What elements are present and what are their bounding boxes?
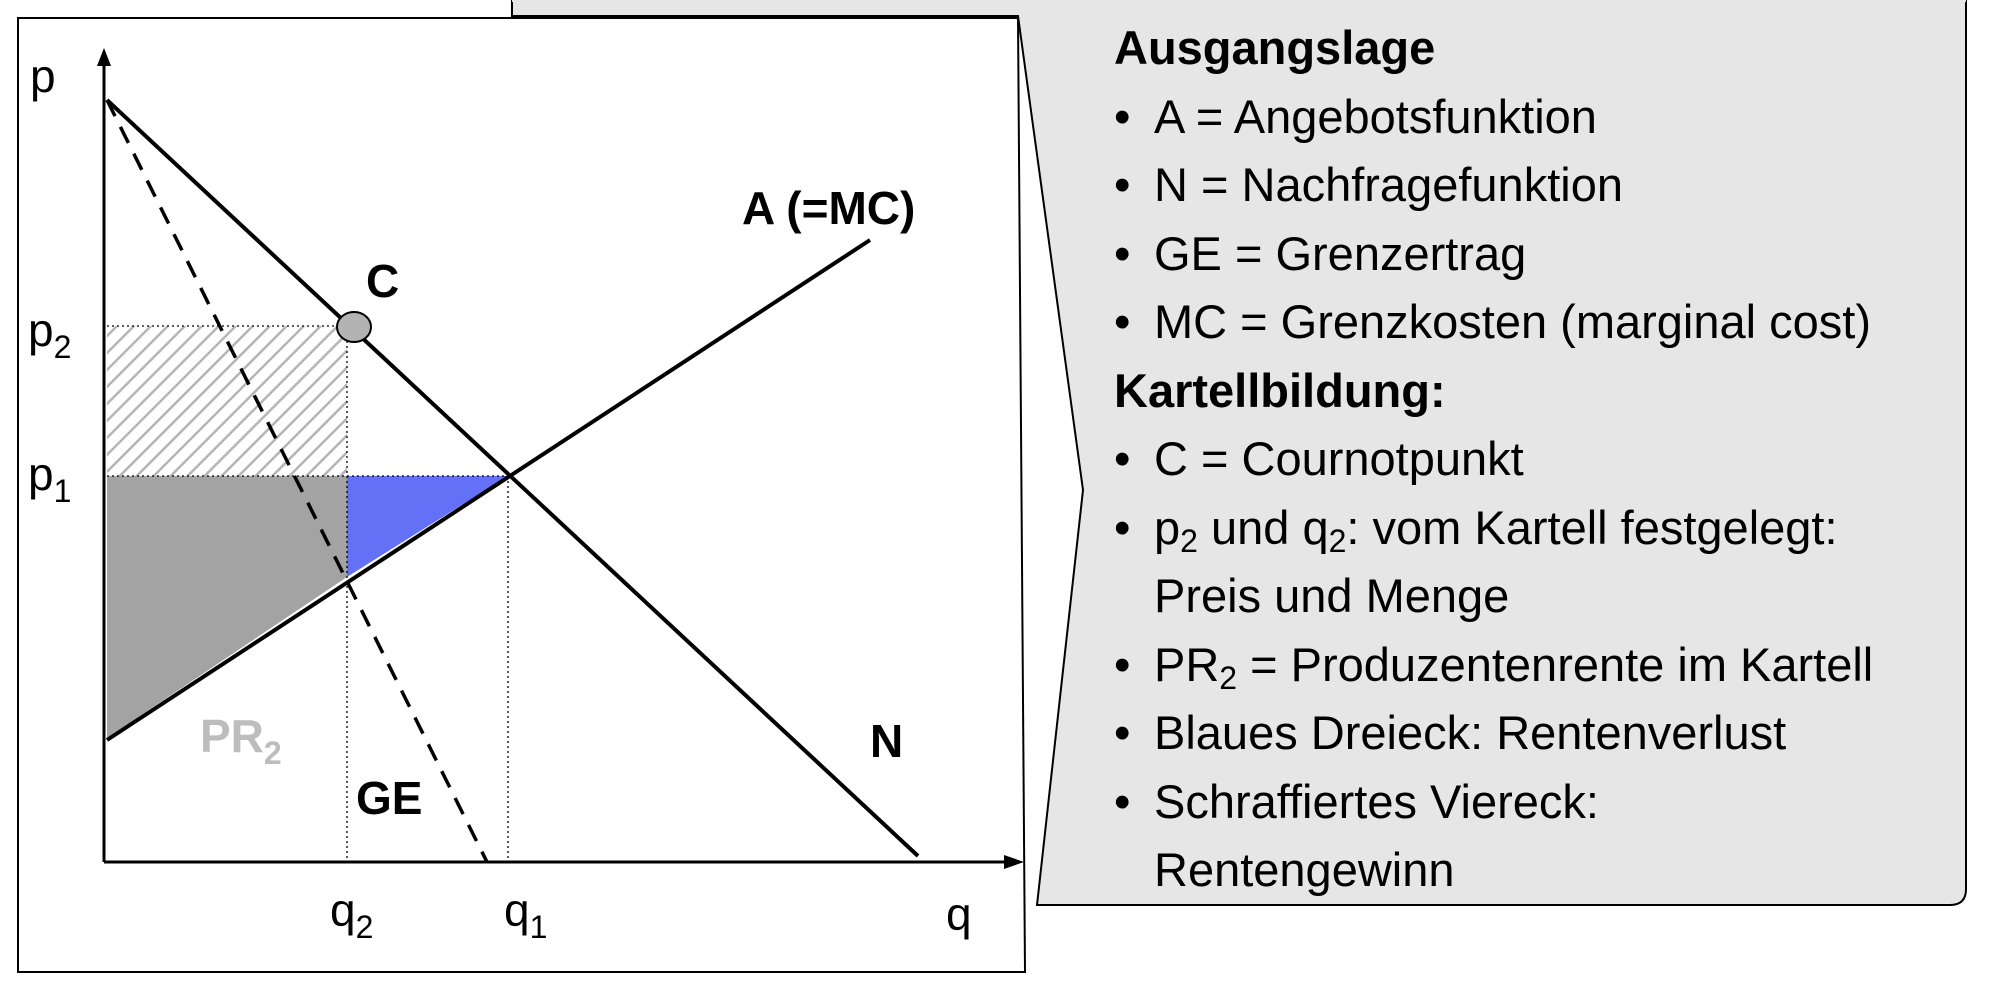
- bullet-icon: •: [1114, 432, 1131, 485]
- price-axis-label: p: [30, 50, 56, 102]
- price-axis-arrow: [97, 48, 111, 66]
- legend-item-a: • A = Angebotsfunktion: [1114, 83, 1974, 152]
- cournot-point-label: C: [366, 255, 399, 307]
- demand-curve-label: N: [870, 715, 903, 767]
- tick-q2: q2: [330, 884, 373, 945]
- marginal-revenue-curve-ge: [105, 99, 489, 863]
- legend-heading-kartellbildung: Kartellbildung:: [1114, 363, 1446, 417]
- callout-shadow-top: [512, 0, 1966, 2]
- producer-rent-label: PR2: [200, 710, 282, 771]
- cournot-point-c: [336, 311, 372, 343]
- marginal-revenue-label: GE: [356, 772, 422, 824]
- tick-p1: p1: [28, 448, 71, 509]
- legend-item-hatched-square-continuation: Rentengewinn: [1154, 843, 1455, 896]
- legend-item-ge: • GE = Grenzertrag: [1114, 220, 1974, 289]
- bullet-icon: •: [1114, 637, 1131, 691]
- bullet-icon: •: [1114, 500, 1131, 554]
- demand-curve-n: [105, 98, 920, 858]
- legend-item-n: • N = Nachfragefunktion: [1114, 151, 1974, 220]
- bullet-icon: •: [1114, 295, 1131, 348]
- producer-rent-area: [107, 476, 347, 738]
- bullet-icon: •: [1114, 226, 1131, 280]
- legend-item-c: • C = Cournotpunkt: [1114, 425, 1974, 494]
- bullet-icon: •: [1114, 89, 1131, 143]
- bullet-icon: •: [1114, 158, 1131, 211]
- tick-q1: q1: [504, 884, 547, 945]
- legend-item-pr2: • PR2 = Produzentenrente im Kartell: [1114, 631, 1974, 700]
- legend-heading-ausgangslage: Ausgangslage: [1114, 21, 1436, 74]
- supply-curve-label: A (=MC): [742, 182, 915, 234]
- hatched-rent-gain: [107, 326, 347, 476]
- legend-item-blue-triangle: • Blaues Dreieck: Rentenverlust: [1114, 699, 1974, 768]
- tick-p2: p2: [28, 304, 71, 365]
- legend-item-p2-q2-continuation: Preis und Menge: [1154, 569, 1510, 622]
- supply-curve-a: [105, 238, 872, 742]
- callout-panel: [511, 0, 1967, 906]
- quantity-axis-arrow: [1004, 855, 1024, 869]
- diagram-card: [17, 17, 1027, 973]
- legend: Ausgangslage • A = Angebotsfunktion • N = …: [1114, 14, 1974, 905]
- legend-item-mc: • MC = Grenzkosten (marginal cost): [1114, 288, 1974, 357]
- bullet-icon: •: [1114, 706, 1131, 759]
- bullet-icon: •: [1114, 774, 1131, 828]
- dotted-guides: [107, 325, 509, 862]
- legend-item-p2-q2: • p2 und q2: vom Kartell festgelegt:: [1114, 494, 1974, 563]
- quantity-axis-label: q: [946, 888, 972, 940]
- legend-item-hatched-square: • Schraffiertes Viereck:: [1114, 768, 1974, 837]
